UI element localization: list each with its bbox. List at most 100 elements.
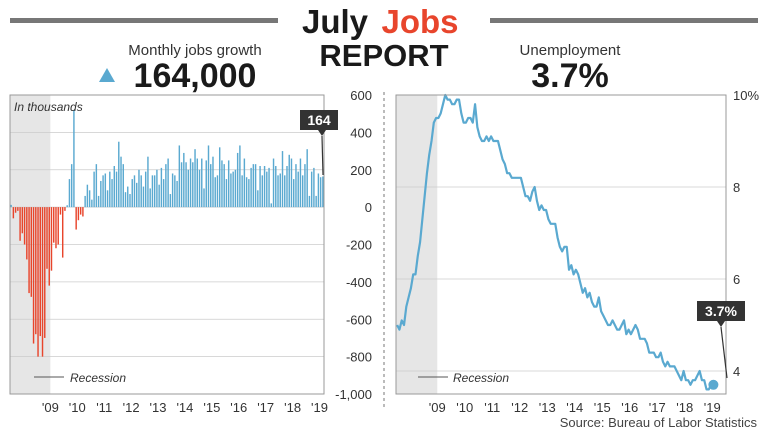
jobs-bar [281, 151, 284, 208]
jobs-bar [239, 145, 241, 208]
jobs-end-callout: 164 [300, 110, 338, 176]
jobs-bar [319, 177, 322, 208]
jobs-bar [306, 149, 308, 208]
unemployment-value: 3.7% [531, 57, 609, 95]
x-tick-label: '16 [230, 400, 247, 415]
title-report: REPORT [319, 38, 448, 73]
jobs-bar [44, 207, 46, 338]
jobs-bar [26, 207, 28, 260]
jobs-end-value-label: 164 [307, 112, 331, 128]
x-tick-label: '13 [539, 400, 556, 415]
jobs-bar [115, 171, 118, 208]
jobs-bar [66, 205, 68, 208]
jobs-bar [270, 203, 273, 208]
y-tick-label: 4 [733, 364, 740, 379]
jobs-bar [257, 190, 259, 208]
y-tick-label: -400 [346, 275, 372, 290]
jobs-bar [153, 175, 156, 208]
y-tick-label: 10% [733, 88, 759, 103]
jobs-bar [14, 207, 17, 213]
jobs-bar [140, 175, 142, 208]
jobs-bar [272, 158, 275, 208]
x-tick-label: '18 [676, 400, 693, 415]
jobs-bar [201, 158, 203, 208]
jobs-bar [295, 164, 297, 208]
jobs-bar [95, 164, 98, 208]
x-tick-label: '16 [621, 400, 638, 415]
jobs-bar [64, 207, 66, 211]
jobs-bar [187, 169, 190, 208]
x-tick-label: '13 [150, 400, 167, 415]
jobs-bar [144, 171, 147, 208]
jobs-gridlines [10, 94, 324, 395]
jobs-bar [322, 176, 324, 208]
jobs-growth-label: Monthly jobs growth [128, 42, 261, 59]
jobs-bar [261, 175, 264, 208]
jobs-bar [124, 192, 127, 208]
jobs-bar [113, 166, 116, 208]
jobs-bar [138, 169, 140, 208]
jobs-bar [23, 207, 26, 245]
jobs-bar [212, 156, 214, 208]
jobs-bar [88, 190, 91, 208]
jobs-bar [35, 207, 37, 335]
jobs-bar [100, 180, 102, 208]
jobs-bar [50, 207, 53, 271]
jobs-bar [91, 199, 93, 208]
recession-legend-label: Recession [70, 371, 126, 385]
jobs-bar [203, 188, 205, 208]
jobs-bar [178, 145, 181, 208]
jobs-bar [259, 166, 261, 208]
jobs-bar [167, 158, 169, 208]
unemployment-x-axis: '09 '10 '11 '12 '13 '14 '15 '16 '17 '18 '19 [429, 400, 721, 415]
jobs-bar [131, 179, 133, 208]
jobs-bar [59, 207, 62, 215]
jobs-bar [30, 207, 33, 297]
jobs-bar [109, 171, 111, 208]
x-tick-label: '15 [594, 400, 611, 415]
unemployment-end-value-label: 3.7% [705, 303, 737, 319]
in-thousands-label: In thousands [14, 100, 83, 114]
x-tick-label: '17 [257, 400, 274, 415]
jobs-bar [232, 171, 234, 208]
jobs-bar [171, 173, 174, 208]
y-tick-label: -200 [346, 238, 372, 253]
jobs-bar [129, 194, 131, 208]
jobs-bar [28, 207, 30, 294]
jobs-bar [234, 169, 237, 208]
y-tick-label: 0 [365, 200, 372, 215]
header-rule-right [490, 18, 758, 23]
jobs-bar [93, 171, 95, 208]
unemployment-end-point [708, 379, 719, 390]
jobs-bar [169, 194, 172, 208]
jobs-bar [136, 182, 138, 208]
jobs-bar [297, 171, 299, 208]
jobs-bar [279, 173, 281, 208]
x-tick-label: '14 [176, 400, 193, 415]
jobs-bar [104, 173, 107, 208]
y-tick-label: 200 [350, 163, 372, 178]
jobs-chart-frame [9, 94, 325, 395]
jobs-bar [286, 166, 288, 208]
jobs-bar [53, 207, 55, 243]
y-tick-label: 6 [733, 272, 740, 287]
x-tick-label: '10 [69, 400, 86, 415]
jobs-bar [192, 162, 194, 208]
jobs-bar [174, 175, 176, 208]
jobs-bar [216, 175, 219, 208]
jobs-bar [39, 207, 41, 337]
jobs-bar [223, 164, 225, 208]
jobs-bar [293, 179, 295, 208]
jobs-bar [162, 179, 165, 208]
recession-legend-label: Recession [453, 371, 509, 385]
jobs-bar [61, 207, 64, 258]
jobs-bar [17, 207, 19, 211]
jobs-bar [290, 158, 293, 208]
jobs-bar [299, 158, 302, 208]
jobs-bar [120, 156, 122, 208]
header-rule-left [10, 18, 278, 23]
jobs-bar [263, 166, 266, 208]
jobs-bar [79, 207, 82, 215]
jobs-bar [225, 179, 228, 208]
y-tick-label: -800 [346, 350, 372, 365]
